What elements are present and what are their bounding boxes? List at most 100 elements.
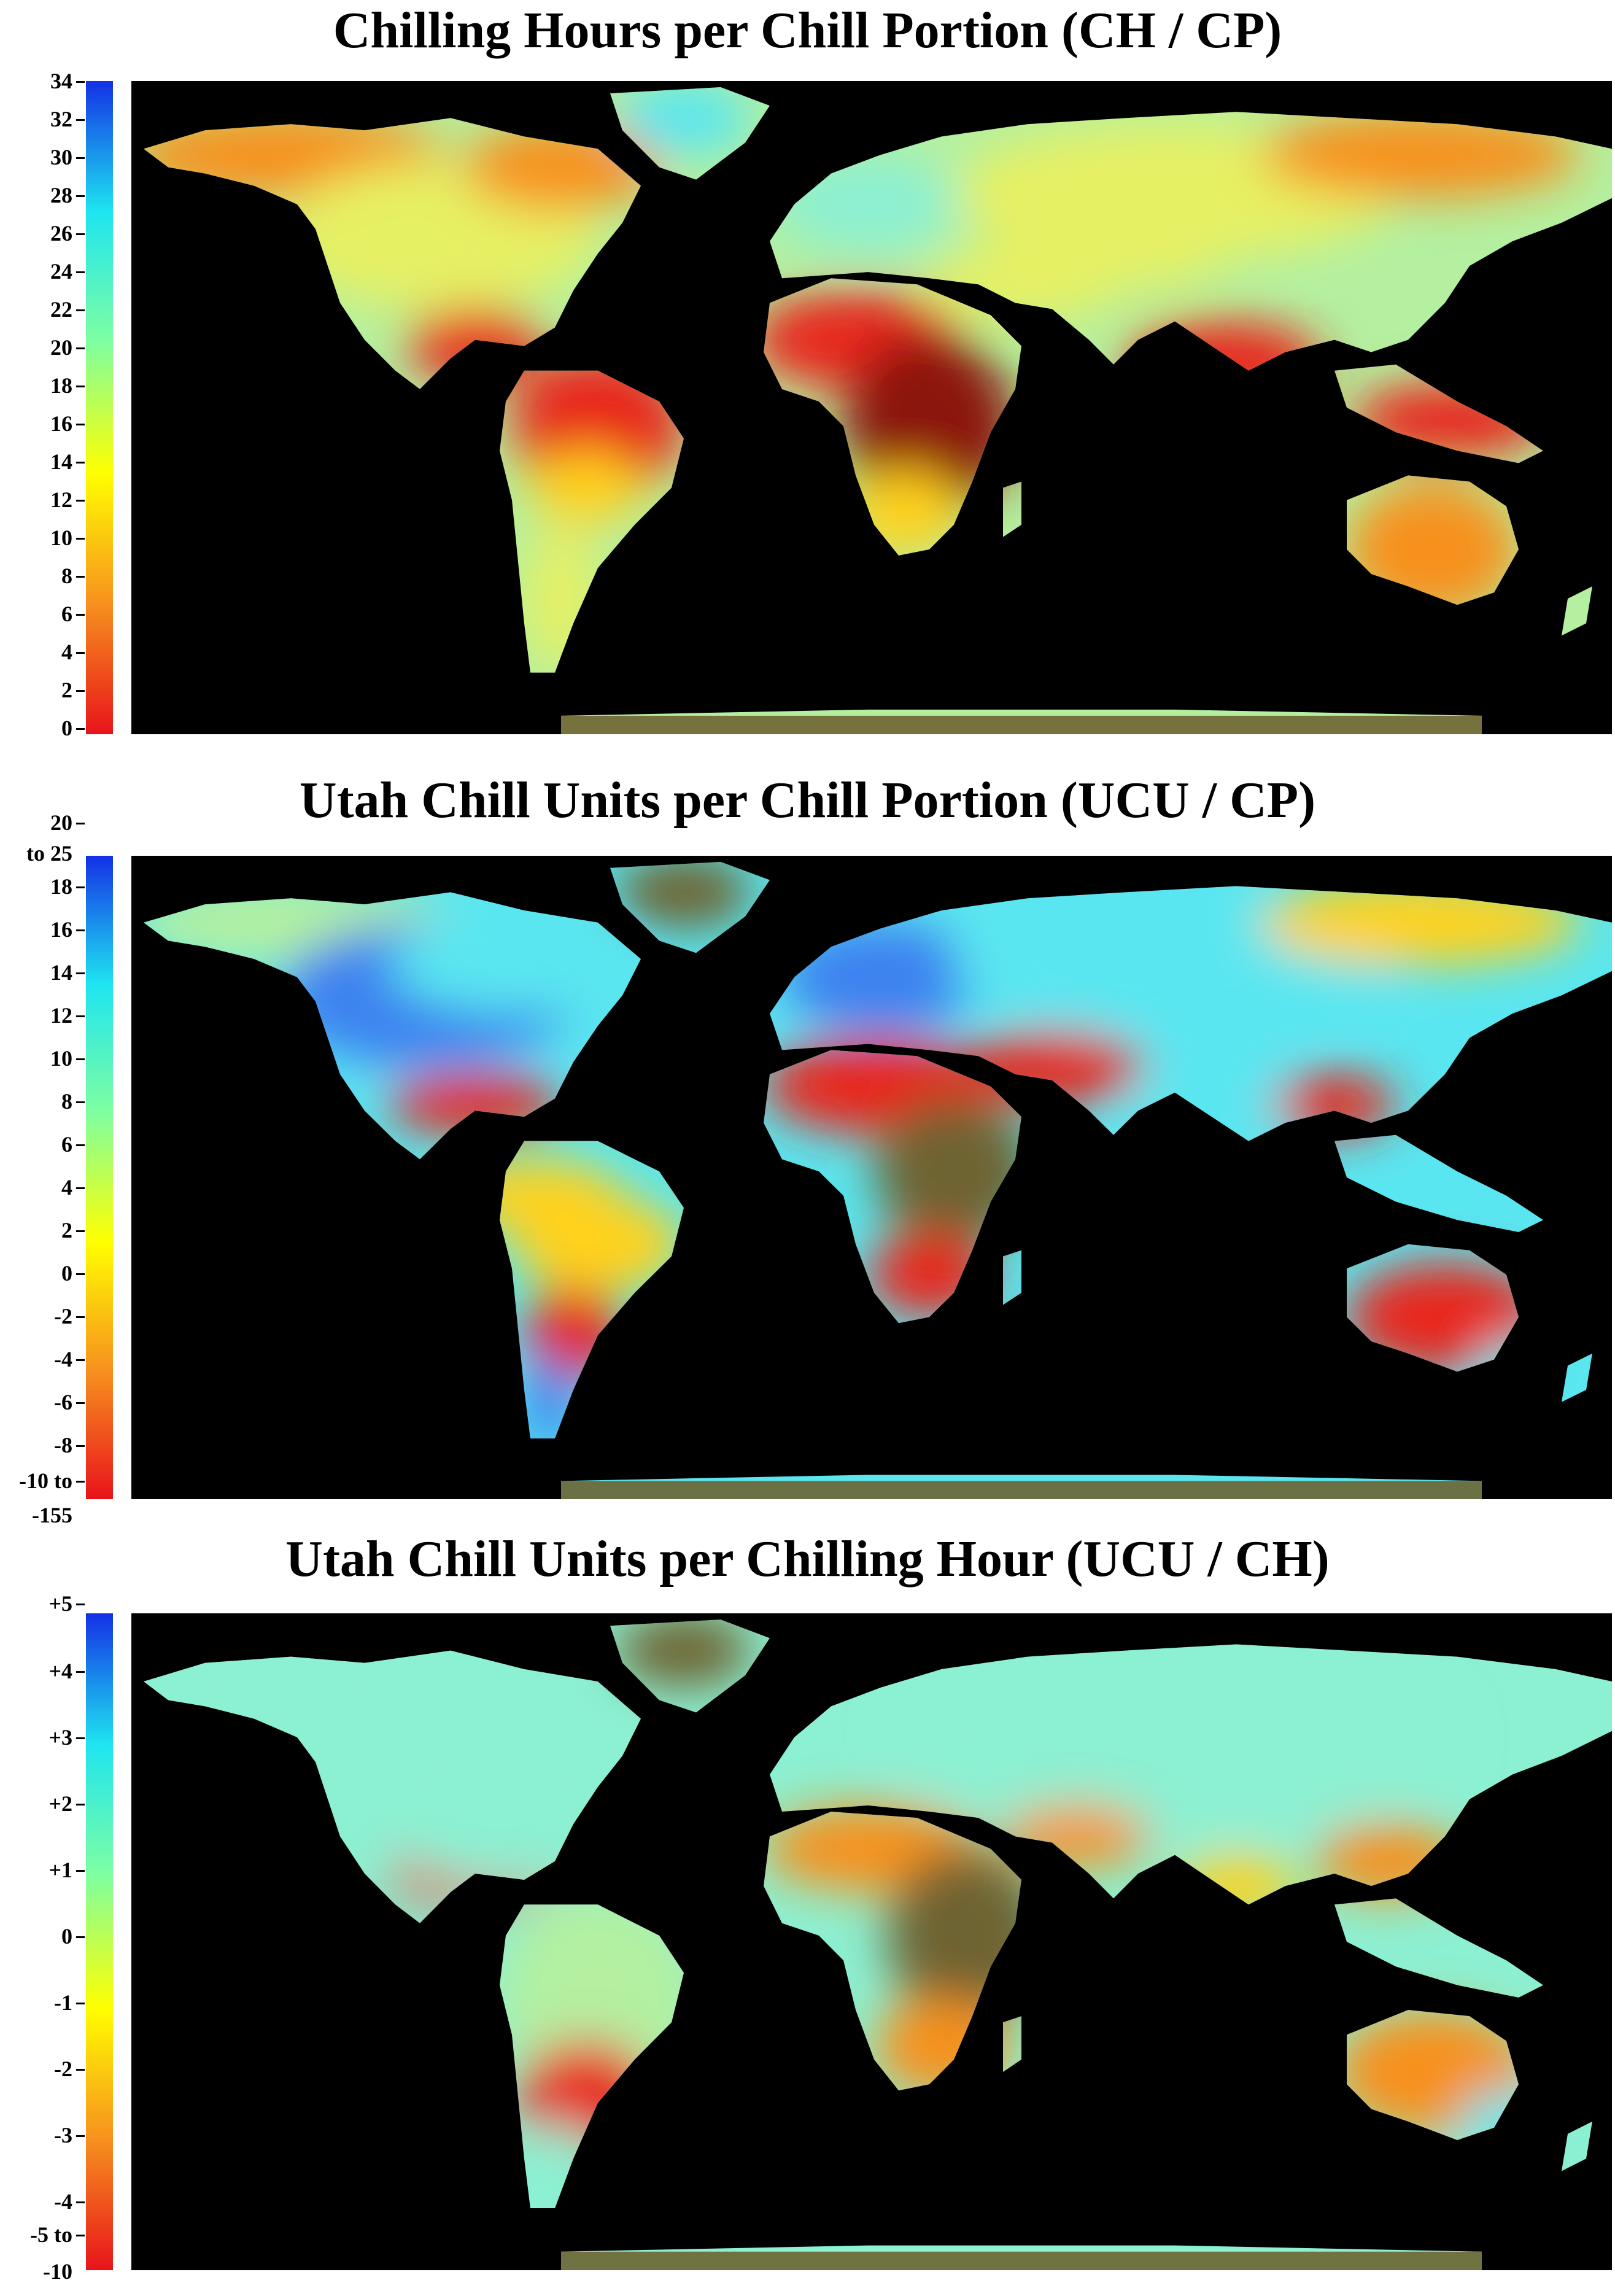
map-region-olive <box>886 1848 1046 2023</box>
colorbar-tick-mark <box>76 1870 85 1872</box>
colorbar-tick-mark <box>76 1144 85 1146</box>
colorbar-tick-label: 24 <box>50 259 72 284</box>
map-region-pale_yellow <box>991 192 1236 291</box>
colorbar-tick-label: 2 <box>61 678 72 702</box>
colorbar-tick-mark <box>76 690 85 692</box>
world-map-svg <box>144 861 1612 1499</box>
colorbar-tick-label: 26 <box>50 221 72 246</box>
colorbar-tick-mark <box>76 1936 85 1938</box>
map-region-olive <box>616 1619 751 1688</box>
colorbar-tick-label: 28 <box>50 183 72 207</box>
colorbar-tick-label: 2 <box>61 1218 72 1243</box>
colorbar-tick-mark <box>76 1402 85 1404</box>
colorbar-tick-label: 16 <box>50 917 72 942</box>
colorbar-tick-label: 4 <box>61 640 72 664</box>
colorbar-tick-mark <box>76 1359 85 1361</box>
map-region-yellow <box>1175 1855 1298 1917</box>
map-region-red <box>1347 1262 1543 1372</box>
map-region-orange <box>1347 481 1519 618</box>
colorbar-tick-mark <box>76 1445 85 1447</box>
map-region-red <box>389 1074 561 1135</box>
colorbar-tick-mark <box>76 538 85 540</box>
colorbar-tick-label: 8 <box>61 1089 72 1114</box>
colorbar-tick-label: 12 <box>50 487 72 512</box>
map-region-red <box>868 1231 991 1317</box>
map-region-yellow <box>512 1195 684 1293</box>
colorbar-tick-label: 32 <box>50 107 72 131</box>
colorbar-tick-mark <box>76 576 85 578</box>
colorbar-tick-mark <box>76 1015 85 1017</box>
colorbar-tick-mark <box>76 1604 85 1605</box>
colorbar-tick-mark <box>76 81 85 83</box>
map-region-orange <box>1003 1805 1150 1867</box>
colorbar-tick-mark <box>76 614 85 616</box>
colorbar-tick-label: 20 <box>50 810 72 835</box>
colorbar-tick-label: 18 <box>50 874 72 899</box>
colorbar-tick-mark <box>76 347 85 349</box>
map-region-orange <box>1261 112 1580 198</box>
colorbar-tick-label: to 25 <box>26 841 72 866</box>
colorbar-tick-mark <box>76 652 85 654</box>
world-map-svg <box>144 87 1612 734</box>
colorbar-tick-mark <box>76 823 85 824</box>
colorbar-tick-label: 6 <box>61 602 72 626</box>
panel-2-title: Utah Chill Units per Chill Portion (UCU … <box>299 772 1316 829</box>
colorbar-tick-mark <box>76 886 85 888</box>
map-region-red <box>1273 1074 1396 1135</box>
panel-3-colorbar <box>86 1613 113 2270</box>
colorbar-tick-label: -5 to <box>30 2222 72 2247</box>
colorbar-tick-label: -8 <box>54 1433 72 1457</box>
colorbar-tick-label: 20 <box>50 335 72 360</box>
colorbar-tick-mark <box>76 500 85 502</box>
colorbar-tick-label: 16 <box>50 411 72 436</box>
colorbar-tick-mark <box>76 309 85 311</box>
colorbar-tick-label: +5 <box>48 1591 72 1616</box>
colorbar-tick-label: -2 <box>54 1304 72 1328</box>
panel-2-world-map <box>131 856 1612 1499</box>
colorbar-tick-label: 18 <box>50 373 72 398</box>
colorbar-tick-label: 8 <box>61 564 72 588</box>
colorbar-tick-mark <box>76 1737 85 1739</box>
colorbar-tick-mark <box>76 1187 85 1189</box>
colorbar-tick-mark <box>76 1058 85 1060</box>
map-region-orange <box>1316 1824 1463 1899</box>
colorbar-tick-mark <box>76 972 85 974</box>
colorbar-tick-label: +4 <box>48 1659 72 1683</box>
colorbar-tick-mark <box>76 119 85 121</box>
map-region-cyan <box>1482 1341 1543 1390</box>
colorbar-tick-mark <box>76 2135 85 2137</box>
panel-3-title: Utah Chill Units per Chilling Hour (UCU … <box>285 1530 1330 1588</box>
panel-1-world-map <box>131 81 1612 734</box>
colorbar-tick-label: 0 <box>61 1261 72 1286</box>
colorbar-tick-label: 4 <box>61 1175 72 1200</box>
map-region-cyan <box>1126 1068 1298 1141</box>
colorbar-tick-mark <box>76 157 85 159</box>
colorbar-tick-mark <box>76 195 85 197</box>
colorbar-tick-mark <box>76 271 85 273</box>
colorbar-tick-label: 12 <box>50 1003 72 1028</box>
map-region-red <box>960 1031 1144 1105</box>
colorbar-tick-mark <box>76 1671 85 1673</box>
colorbar-tick-label: 10 <box>50 526 72 550</box>
map-region-aqua <box>893 1644 1457 1831</box>
colorbar-tick-mark <box>76 386 85 387</box>
colorbar-tick-mark <box>76 1804 85 1805</box>
colorbar-tick-label: -10 <box>43 2259 72 2284</box>
colorbar-tick-label: 0 <box>61 1924 72 1949</box>
world-map-svg <box>144 1619 1612 2270</box>
map-region-cyan <box>1463 2090 1537 2153</box>
map-region-cyan <box>389 916 635 1014</box>
colorbar-tick-mark <box>76 1230 85 1232</box>
map-region-red <box>408 309 543 383</box>
map-region-olive <box>616 861 751 929</box>
map-region-aqua <box>365 1712 635 1887</box>
colorbar-tick-label: 30 <box>50 145 72 169</box>
colorbar-tick-mark <box>76 233 85 235</box>
map-region-blue <box>782 922 978 1032</box>
colorbar-tick-mark <box>76 929 85 931</box>
colorbar-tick-mark <box>76 1316 85 1318</box>
colorbar-tick-mark <box>76 462 85 463</box>
colorbar-tick-mark <box>76 2201 85 2203</box>
map-region-aqua <box>530 2121 592 2221</box>
colorbar-tick-mark <box>76 1481 85 1483</box>
